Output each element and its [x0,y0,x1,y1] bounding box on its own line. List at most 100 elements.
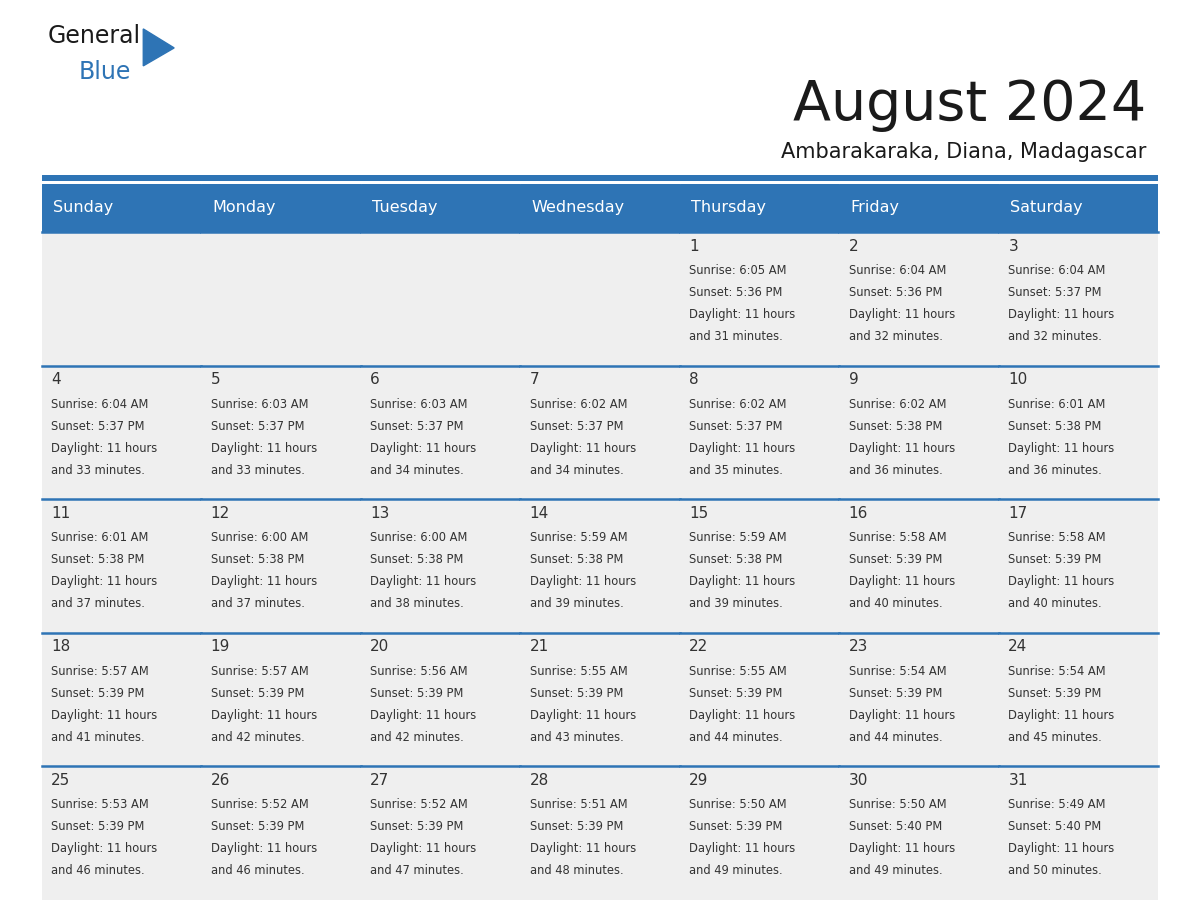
Text: Daylight: 11 hours: Daylight: 11 hours [530,842,636,856]
Text: and 44 minutes.: and 44 minutes. [689,731,783,744]
Text: and 37 minutes.: and 37 minutes. [51,598,145,610]
Text: Daylight: 11 hours: Daylight: 11 hours [530,709,636,722]
Text: and 50 minutes.: and 50 minutes. [1009,864,1102,878]
Text: Sunset: 5:37 PM: Sunset: 5:37 PM [371,420,463,432]
Text: Sunrise: 6:04 AM: Sunrise: 6:04 AM [1009,264,1106,277]
Text: Daylight: 11 hours: Daylight: 11 hours [1009,709,1114,722]
Text: Sunrise: 5:56 AM: Sunrise: 5:56 AM [371,665,468,677]
Text: Daylight: 11 hours: Daylight: 11 hours [848,842,955,856]
Text: Sunrise: 5:58 AM: Sunrise: 5:58 AM [848,532,947,544]
Text: Sunset: 5:38 PM: Sunset: 5:38 PM [371,554,463,566]
Text: 31: 31 [1009,773,1028,788]
Text: Sunrise: 5:59 AM: Sunrise: 5:59 AM [689,532,786,544]
Text: Sunrise: 5:50 AM: Sunrise: 5:50 AM [848,799,947,812]
Text: Daylight: 11 hours: Daylight: 11 hours [1009,842,1114,856]
Text: and 33 minutes.: and 33 minutes. [210,464,304,476]
Text: 5: 5 [210,373,220,387]
Text: and 38 minutes.: and 38 minutes. [371,598,465,610]
Text: 10: 10 [1009,373,1028,387]
Text: Sunset: 5:39 PM: Sunset: 5:39 PM [371,820,463,834]
Text: 15: 15 [689,506,708,521]
Text: Daylight: 11 hours: Daylight: 11 hours [530,576,636,588]
Text: and 32 minutes.: and 32 minutes. [848,330,943,343]
Text: Sunset: 5:38 PM: Sunset: 5:38 PM [51,554,145,566]
Text: Sunset: 5:39 PM: Sunset: 5:39 PM [210,820,304,834]
Text: Sunrise: 5:49 AM: Sunrise: 5:49 AM [1009,799,1106,812]
Text: 21: 21 [530,639,549,655]
Text: Sunrise: 6:04 AM: Sunrise: 6:04 AM [848,264,946,277]
Text: Daylight: 11 hours: Daylight: 11 hours [210,842,317,856]
Text: 20: 20 [371,639,390,655]
Text: 26: 26 [210,773,230,788]
Text: Sunset: 5:37 PM: Sunset: 5:37 PM [210,420,304,432]
Text: Sunset: 5:37 PM: Sunset: 5:37 PM [51,420,145,432]
Text: Sunset: 5:39 PM: Sunset: 5:39 PM [530,820,624,834]
Text: and 46 minutes.: and 46 minutes. [51,864,145,878]
Text: 14: 14 [530,506,549,521]
Text: Sunset: 5:36 PM: Sunset: 5:36 PM [848,286,942,299]
Text: Sunrise: 5:59 AM: Sunrise: 5:59 AM [530,532,627,544]
Text: Sunrise: 5:55 AM: Sunrise: 5:55 AM [689,665,786,677]
Text: Daylight: 11 hours: Daylight: 11 hours [1009,308,1114,321]
Text: Sunrise: 6:03 AM: Sunrise: 6:03 AM [371,397,468,410]
Text: Sunrise: 5:55 AM: Sunrise: 5:55 AM [530,665,627,677]
Text: Sunset: 5:38 PM: Sunset: 5:38 PM [848,420,942,432]
Text: Blue: Blue [78,60,131,84]
Text: and 41 minutes.: and 41 minutes. [51,731,145,744]
Text: 2: 2 [848,239,859,254]
Text: Sunrise: 5:52 AM: Sunrise: 5:52 AM [210,799,309,812]
Text: Daylight: 11 hours: Daylight: 11 hours [371,842,476,856]
Text: 25: 25 [51,773,70,788]
Text: Sunset: 5:39 PM: Sunset: 5:39 PM [1009,687,1101,700]
Text: Daylight: 11 hours: Daylight: 11 hours [1009,442,1114,454]
Text: Sunset: 5:37 PM: Sunset: 5:37 PM [530,420,624,432]
Text: Daylight: 11 hours: Daylight: 11 hours [689,308,796,321]
Text: Daylight: 11 hours: Daylight: 11 hours [530,442,636,454]
Text: 6: 6 [371,373,380,387]
Text: 29: 29 [689,773,709,788]
Text: Daylight: 11 hours: Daylight: 11 hours [848,442,955,454]
Text: Sunrise: 5:52 AM: Sunrise: 5:52 AM [371,799,468,812]
Text: and 40 minutes.: and 40 minutes. [848,598,942,610]
Text: 9: 9 [848,373,859,387]
Text: 8: 8 [689,373,699,387]
Text: and 42 minutes.: and 42 minutes. [371,731,465,744]
Text: Monday: Monday [213,200,276,216]
Text: Sunrise: 5:54 AM: Sunrise: 5:54 AM [848,665,947,677]
Text: and 44 minutes.: and 44 minutes. [848,731,942,744]
Text: Daylight: 11 hours: Daylight: 11 hours [371,709,476,722]
Text: Sunrise: 6:01 AM: Sunrise: 6:01 AM [51,532,148,544]
Text: Sunrise: 5:53 AM: Sunrise: 5:53 AM [51,799,148,812]
Text: 19: 19 [210,639,230,655]
Text: 16: 16 [848,506,868,521]
Text: Sunset: 5:39 PM: Sunset: 5:39 PM [689,687,783,700]
Text: Sunset: 5:39 PM: Sunset: 5:39 PM [51,687,145,700]
Text: Tuesday: Tuesday [372,200,437,216]
Text: and 32 minutes.: and 32 minutes. [1009,330,1102,343]
Text: Sunset: 5:38 PM: Sunset: 5:38 PM [689,554,783,566]
Text: Sunrise: 5:51 AM: Sunrise: 5:51 AM [530,799,627,812]
Text: Friday: Friday [851,200,899,216]
Text: Daylight: 11 hours: Daylight: 11 hours [689,442,796,454]
Text: Daylight: 11 hours: Daylight: 11 hours [848,308,955,321]
Text: and 46 minutes.: and 46 minutes. [210,864,304,878]
Text: 22: 22 [689,639,708,655]
Text: and 47 minutes.: and 47 minutes. [371,864,465,878]
Text: and 39 minutes.: and 39 minutes. [689,598,783,610]
Text: Sunrise: 6:01 AM: Sunrise: 6:01 AM [1009,397,1106,410]
Text: and 39 minutes.: and 39 minutes. [530,598,624,610]
Text: Daylight: 11 hours: Daylight: 11 hours [689,709,796,722]
Text: Daylight: 11 hours: Daylight: 11 hours [848,576,955,588]
Text: Daylight: 11 hours: Daylight: 11 hours [51,576,157,588]
Text: 23: 23 [848,639,868,655]
Text: 7: 7 [530,373,539,387]
Text: Sunset: 5:38 PM: Sunset: 5:38 PM [530,554,624,566]
Text: General: General [48,24,140,48]
Text: Sunset: 5:37 PM: Sunset: 5:37 PM [1009,286,1101,299]
Text: Sunset: 5:40 PM: Sunset: 5:40 PM [1009,820,1101,834]
Text: 13: 13 [371,506,390,521]
Text: Daylight: 11 hours: Daylight: 11 hours [210,709,317,722]
Text: Sunrise: 6:02 AM: Sunrise: 6:02 AM [530,397,627,410]
Text: Sunset: 5:39 PM: Sunset: 5:39 PM [689,820,783,834]
Text: Sunrise: 6:04 AM: Sunrise: 6:04 AM [51,397,148,410]
